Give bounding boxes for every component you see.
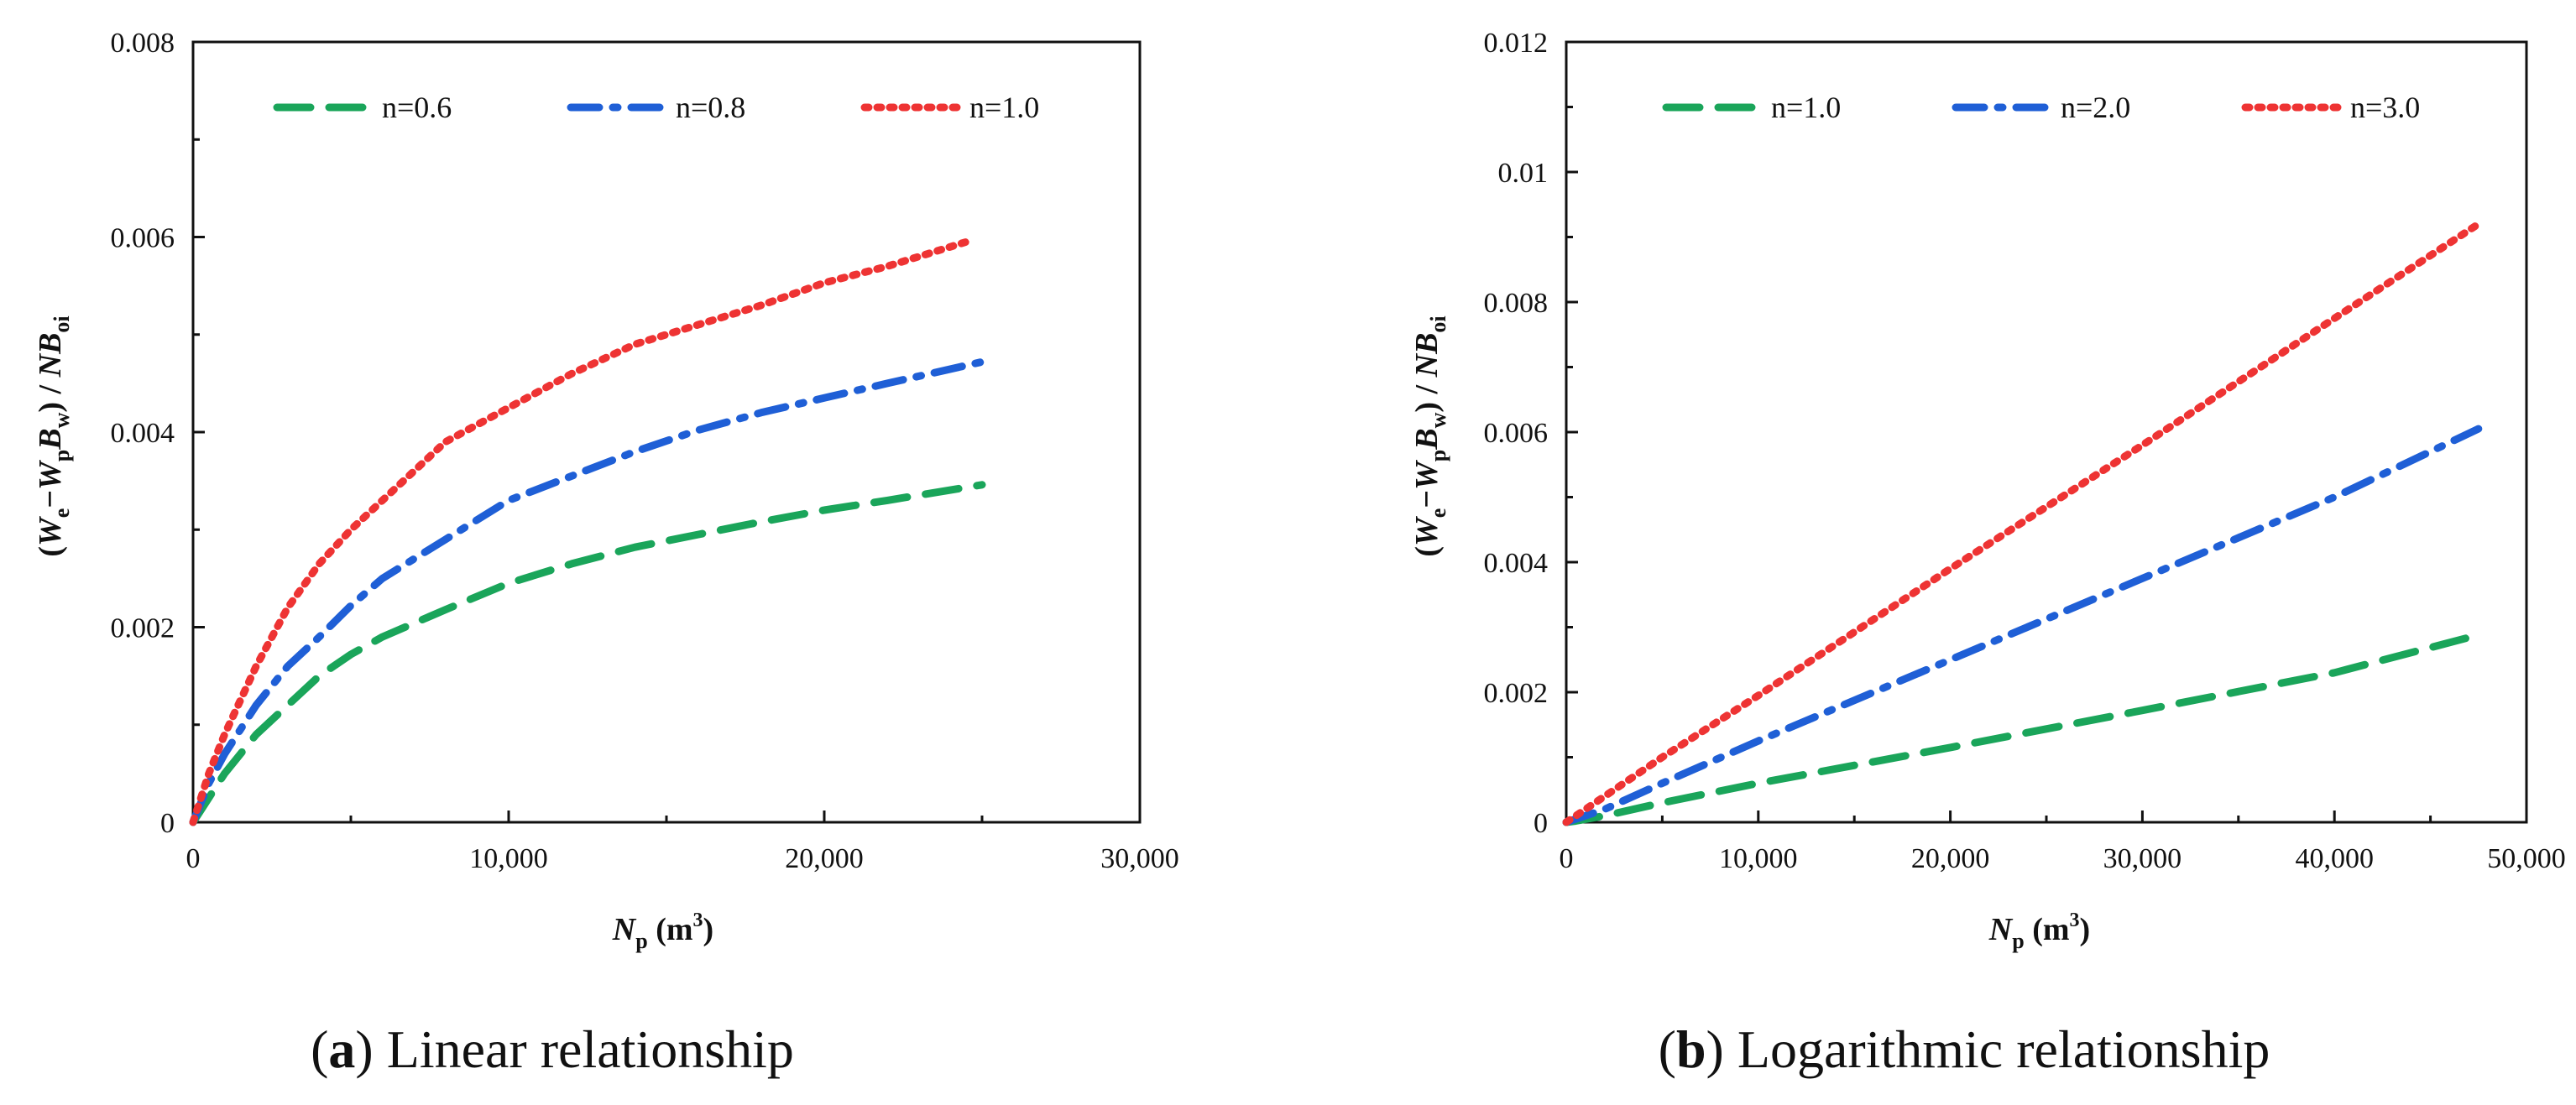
caption-close-paren: ) <box>1706 1019 1737 1079</box>
x-tick-label: 20,000 <box>785 843 864 874</box>
y-tick-label: 0.002 <box>111 613 175 644</box>
y-tick-label: 0.004 <box>111 418 175 449</box>
y-tick-label: 0.012 <box>1484 28 1549 59</box>
x-tick-label: 10,000 <box>469 843 548 874</box>
y-tick-label: 0 <box>160 808 175 839</box>
panel-a: 0 10,000 20,000 30,000 0 0.002 0.004 0.006 0.008… <box>33 28 1179 1079</box>
x-axis-title: Np (m3) <box>612 910 713 953</box>
y-axis-title: (We−WpBw) / NBoi <box>33 315 74 556</box>
y-tick-label: 0.006 <box>111 223 175 254</box>
y-tick-label: 0.008 <box>1484 288 1549 319</box>
panel-b: 0 10,000 20,000 30,000 40,000 50,000 0 0.002 0.0… <box>1409 28 2566 1079</box>
axis-ticks: 0 10,000 20,000 30,000 0 0.002 0.004 0.006 0.008 <box>111 28 1179 874</box>
series-lines <box>1562 220 2483 826</box>
y-tick-label: 0.006 <box>1484 418 1549 449</box>
x-tick-label: 20,000 <box>1911 843 1990 874</box>
x-axis-title: Np (m3) <box>1988 910 2090 953</box>
panel-caption: (a) Linear relationship <box>311 1019 794 1079</box>
y-tick-label: 0.002 <box>1484 678 1549 709</box>
legend-label: n=3.0 <box>2350 91 2420 124</box>
y-axis-title: (We−WpBw) / NBoi <box>1409 315 1450 556</box>
series-line-n=0.8 <box>189 357 986 826</box>
y-tick-label: 0.008 <box>111 28 175 59</box>
y-tick-label: 0.01 <box>1498 158 1549 189</box>
y-tick-label: 0 <box>1534 808 1548 839</box>
legend-label: n=2.0 <box>2061 91 2130 124</box>
caption-open-paren: ( <box>1659 1019 1676 1079</box>
x-tick-label: 10,000 <box>1719 843 1798 874</box>
series-line-n=3.0 <box>1562 220 2483 826</box>
series-line-n=0.6 <box>189 481 986 826</box>
x-tick-label: 0 <box>186 843 201 874</box>
caption-open-paren: ( <box>311 1019 328 1079</box>
x-tick-label: 30,000 <box>2103 843 2182 874</box>
legend-label: n=0.8 <box>676 91 745 124</box>
caption-close-paren: ) <box>355 1019 386 1079</box>
legend: n=1.0 n=2.0 n=3.0 <box>1662 91 2420 124</box>
x-tick-label: 0 <box>1560 843 1574 874</box>
series-line-n=1.0 <box>189 237 970 826</box>
y-tick-label: 0.004 <box>1484 548 1549 579</box>
legend-label: n=1.0 <box>1771 91 1841 124</box>
panel-caption: (b) Logarithmic relationship <box>1659 1019 2270 1079</box>
legend-label: n=1.0 <box>969 91 1039 124</box>
legend: n=0.6 n=0.8 n=1.0 <box>273 91 1039 124</box>
x-tick-label: 30,000 <box>1100 843 1179 874</box>
x-tick-label: 40,000 <box>2295 843 2374 874</box>
plot-area-frame <box>191 40 1142 824</box>
plot-area-frame <box>1565 40 2528 824</box>
series-line-n=2.0 <box>1562 425 2483 826</box>
axis-ticks: 0 10,000 20,000 30,000 40,000 50,000 0 0.002 0.0… <box>1484 28 2566 874</box>
series-lines <box>189 237 986 826</box>
legend-label: n=0.6 <box>382 91 452 124</box>
x-tick-label: 50,000 <box>2487 843 2566 874</box>
